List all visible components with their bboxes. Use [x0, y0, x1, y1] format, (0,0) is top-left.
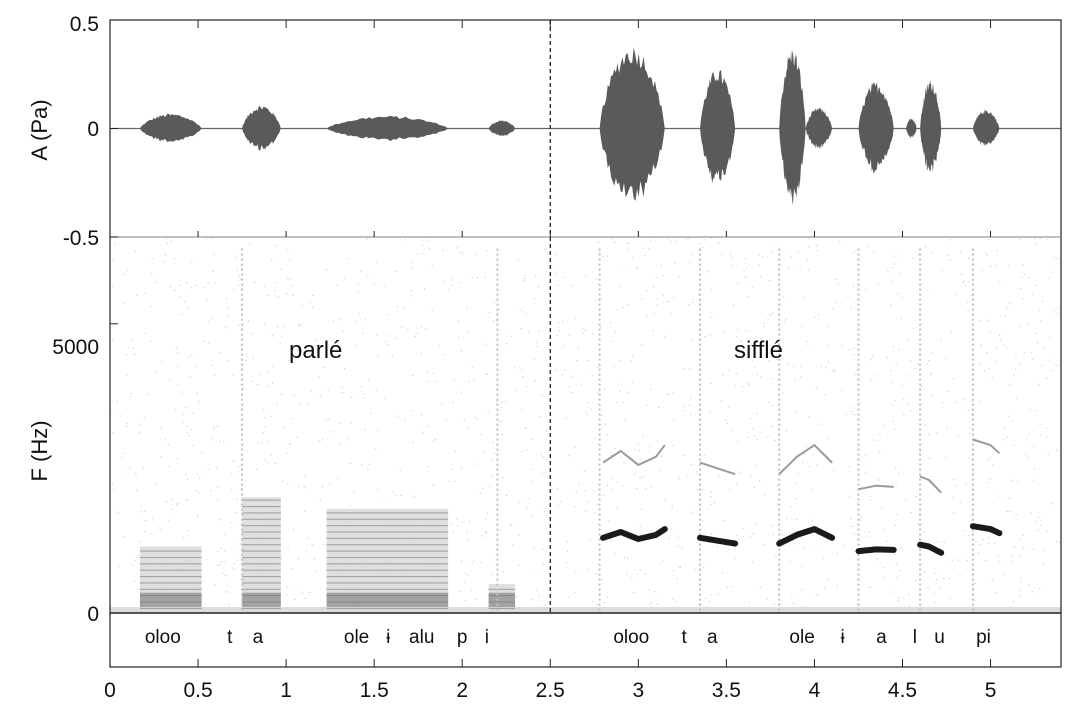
whistle-formant: [855, 546, 897, 555]
spectrogram-panel: [110, 236, 1062, 614]
plot-frame: [109, 19, 1062, 668]
segment-label: ɨ: [841, 627, 845, 648]
waveform-burst: [488, 120, 516, 137]
waveform-panel: [110, 47, 1061, 205]
segment-label: ɨ: [386, 627, 390, 648]
segment-label: ole: [789, 627, 814, 648]
segment-label: alu: [409, 627, 434, 648]
whistle-harmonic: [778, 443, 833, 475]
ytick-0-freq: 0: [87, 603, 99, 626]
x-tick-label: 4: [809, 679, 821, 702]
waveform-burst: [779, 49, 806, 205]
segment-label: a: [707, 627, 718, 648]
whistle-formant: [600, 526, 668, 542]
waveform-burst: [700, 70, 736, 184]
annotation-siffle: sifflé: [734, 337, 783, 364]
segment-label: i: [485, 627, 489, 648]
whistle-formant: [969, 523, 1003, 537]
segment-label: t: [681, 627, 687, 648]
x-tick-label: 3.5: [712, 679, 741, 702]
x-tick-label: 0: [104, 679, 116, 702]
waveform-burst: [805, 107, 833, 149]
waveform-burst: [326, 115, 449, 142]
waveform-burst: [972, 109, 1000, 147]
ytick-0: 0: [87, 118, 99, 141]
speech-low-energy: [139, 592, 202, 607]
whistle-harmonic: [858, 484, 894, 491]
axes: [109, 19, 1062, 668]
segment-label: a: [253, 627, 264, 648]
x-tick-label: 2.5: [536, 679, 565, 702]
spectrogram-ylabel: F (Hz): [27, 420, 52, 481]
x-tick-label: 0.5: [183, 679, 212, 702]
x-tick-label: 1: [280, 679, 292, 702]
speech-low-energy: [488, 592, 516, 607]
segment-label: p: [457, 627, 468, 648]
segment-label: t: [227, 627, 233, 648]
x-tick-label: 2: [456, 679, 468, 702]
segment-label: ole: [344, 627, 369, 648]
waveform-burst: [858, 82, 894, 174]
whistle-harmonic: [699, 461, 736, 476]
waveform-burst: [906, 118, 917, 139]
x-tick-label: 1.5: [360, 679, 389, 702]
annotation-parle: parlé: [289, 337, 342, 364]
waveform-burst: [242, 106, 281, 151]
segment-label: oloo: [613, 627, 649, 648]
whistle-formant: [917, 541, 945, 556]
speech-low-energy: [326, 592, 449, 607]
waveform-ylabel: A (Pa): [27, 99, 52, 160]
ytick-5000: 5000: [52, 336, 99, 359]
segment-label: oloo: [145, 627, 181, 648]
x-tick-label: 5: [985, 679, 997, 702]
segment-label: l: [913, 627, 917, 648]
whistle-harmonic: [919, 475, 942, 494]
whistle-harmonic: [602, 444, 666, 467]
segment-label: a: [876, 627, 887, 648]
segment-labels: oloo t a ole ɨ alu p i oloo t a ole ɨ a l u pi: [145, 627, 991, 648]
segment-label: pi: [976, 627, 991, 648]
ytick-neg-0.5: -0.5: [63, 227, 99, 250]
whistle-formant: [697, 534, 739, 547]
speech-low-energy: [242, 592, 281, 607]
waveform-burst: [599, 47, 665, 201]
x-tick-label: 3: [632, 679, 644, 702]
waveform-burst: [139, 113, 202, 143]
segment-label: u: [934, 627, 945, 648]
ytick-0.5: 0.5: [70, 13, 99, 36]
x-tick-labels: 0 0.5 1 1.5 2 2.5 3 3.5 4 4.5 5: [104, 679, 996, 702]
waveform-burst: [920, 79, 942, 173]
whistle-harmonic: [972, 438, 1001, 455]
low-frequency-band: [110, 607, 1061, 613]
whistle-formant: [776, 526, 836, 547]
x-tick-label: 4.5: [888, 679, 917, 702]
